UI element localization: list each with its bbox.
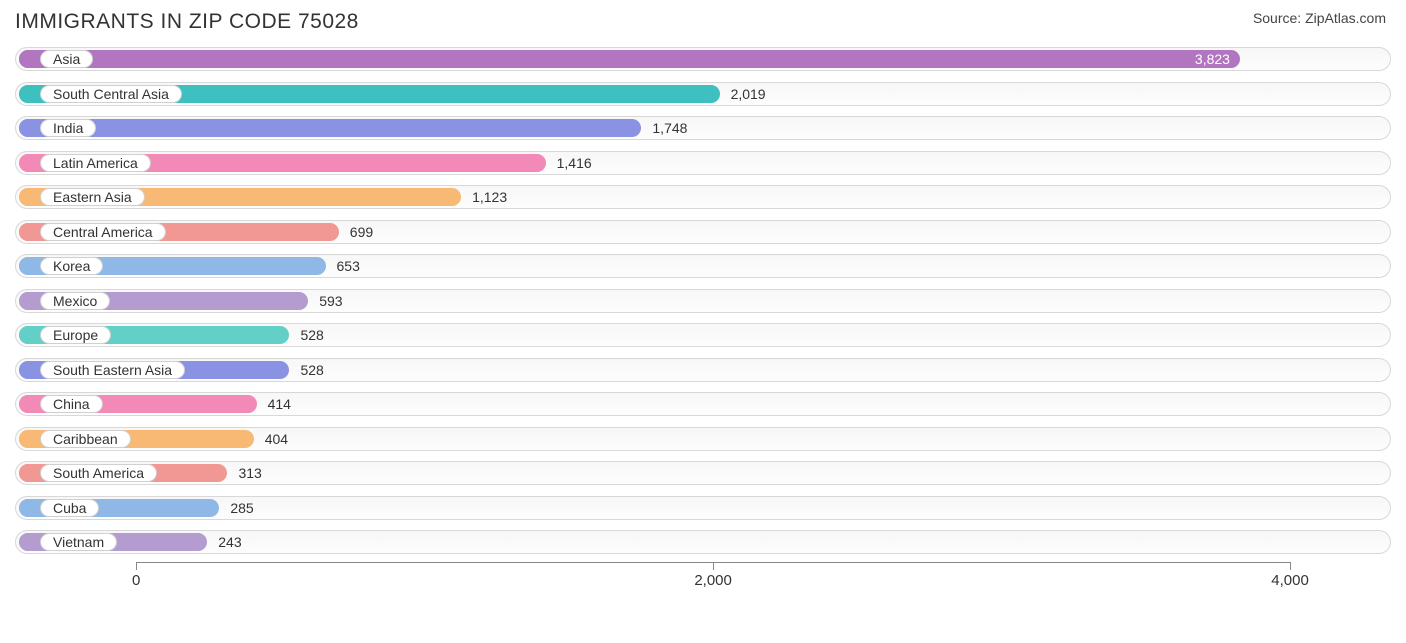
axis-tick-label: 0 <box>132 572 140 589</box>
value-label: 243 <box>218 531 241 553</box>
bar-row: Korea 653 <box>15 249 1391 284</box>
value-label: 653 <box>337 255 360 277</box>
value-label: 414 <box>268 393 291 415</box>
category-pill: China <box>40 395 103 413</box>
axis-tick <box>136 562 137 570</box>
category-pill: Korea <box>40 257 103 275</box>
value-label: 528 <box>300 324 323 346</box>
bar-track: China 414 <box>15 392 1391 416</box>
bar-cap <box>19 361 37 379</box>
bar-cap <box>19 85 37 103</box>
category-pill: Latin America <box>40 154 151 172</box>
bar-row: China 414 <box>15 387 1391 422</box>
chart-header: IMMIGRANTS IN ZIP CODE 75028 Source: Zip… <box>0 0 1406 42</box>
chart-title: IMMIGRANTS IN ZIP CODE 75028 <box>15 10 359 34</box>
bar-row: Vietnam 243 <box>15 525 1391 560</box>
bar-track: South America 313 <box>15 461 1391 485</box>
category-pill: Eastern Asia <box>40 188 145 206</box>
value-label: 3,823 <box>1195 50 1230 68</box>
value-label: 528 <box>300 359 323 381</box>
bar-cap <box>19 223 37 241</box>
chart-source: Source: ZipAtlas.com <box>1253 10 1386 26</box>
category-pill: South Eastern Asia <box>40 361 185 379</box>
axis-tick <box>1290 562 1291 570</box>
bar-fill: 3,823 <box>19 50 1240 68</box>
value-label: 313 <box>238 462 261 484</box>
category-pill: Cuba <box>40 499 99 517</box>
bar-track: South Eastern Asia 528 <box>15 358 1391 382</box>
bar-cap <box>19 292 37 310</box>
category-pill: South Central Asia <box>40 85 182 103</box>
axis-tick-label: 2,000 <box>694 572 732 589</box>
bar-track: Cuba 285 <box>15 496 1391 520</box>
bar-cap <box>19 499 37 517</box>
bar-row: 3,823 Asia <box>15 42 1391 77</box>
bar-track: 3,823 Asia <box>15 47 1391 71</box>
bar-row: South America 313 <box>15 456 1391 491</box>
bar-row: Europe 528 <box>15 318 1391 353</box>
category-pill: South America <box>40 464 157 482</box>
value-label: 593 <box>319 290 342 312</box>
bar-track: India 1,748 <box>15 116 1391 140</box>
category-pill: Central America <box>40 223 166 241</box>
category-pill: India <box>40 119 96 137</box>
bar-row: South Central Asia 2,019 <box>15 77 1391 112</box>
value-label: 1,123 <box>472 186 507 208</box>
bar-track: Europe 528 <box>15 323 1391 347</box>
x-axis: 0 2,000 4,000 <box>15 562 1391 602</box>
bar-row: Mexico 593 <box>15 284 1391 319</box>
value-label: 2,019 <box>731 83 766 105</box>
bar-track: Eastern Asia 1,123 <box>15 185 1391 209</box>
bar-track: Vietnam 243 <box>15 530 1391 554</box>
bar-fill <box>19 119 641 137</box>
value-label: 285 <box>230 497 253 519</box>
value-label: 404 <box>265 428 288 450</box>
bar-track: Latin America 1,416 <box>15 151 1391 175</box>
bar-row: Caribbean 404 <box>15 422 1391 457</box>
bar-row: Central America 699 <box>15 215 1391 250</box>
category-pill: Vietnam <box>40 533 117 551</box>
bar-cap <box>19 430 37 448</box>
bar-track: Mexico 593 <box>15 289 1391 313</box>
value-label: 1,748 <box>652 117 687 139</box>
chart-area: 3,823 Asia South Central Asia 2,019 India 1,7… <box>0 42 1406 560</box>
category-pill: Caribbean <box>40 430 131 448</box>
category-pill: Mexico <box>40 292 110 310</box>
bar-row: Eastern Asia 1,123 <box>15 180 1391 215</box>
axis-tick-label: 4,000 <box>1271 572 1309 589</box>
bar-track: Central America 699 <box>15 220 1391 244</box>
category-pill: Europe <box>40 326 111 344</box>
bar-track: South Central Asia 2,019 <box>15 82 1391 106</box>
bar-row: Cuba 285 <box>15 491 1391 526</box>
value-label: 699 <box>350 221 373 243</box>
axis-tick <box>713 562 714 570</box>
value-label: 1,416 <box>557 152 592 174</box>
bar-cap <box>19 154 37 172</box>
bar-row: India 1,748 <box>15 111 1391 146</box>
bar-row: South Eastern Asia 528 <box>15 353 1391 388</box>
category-pill: Asia <box>40 50 93 68</box>
bar-track: Caribbean 404 <box>15 427 1391 451</box>
bar-row: Latin America 1,416 <box>15 146 1391 181</box>
bar-track: Korea 653 <box>15 254 1391 278</box>
